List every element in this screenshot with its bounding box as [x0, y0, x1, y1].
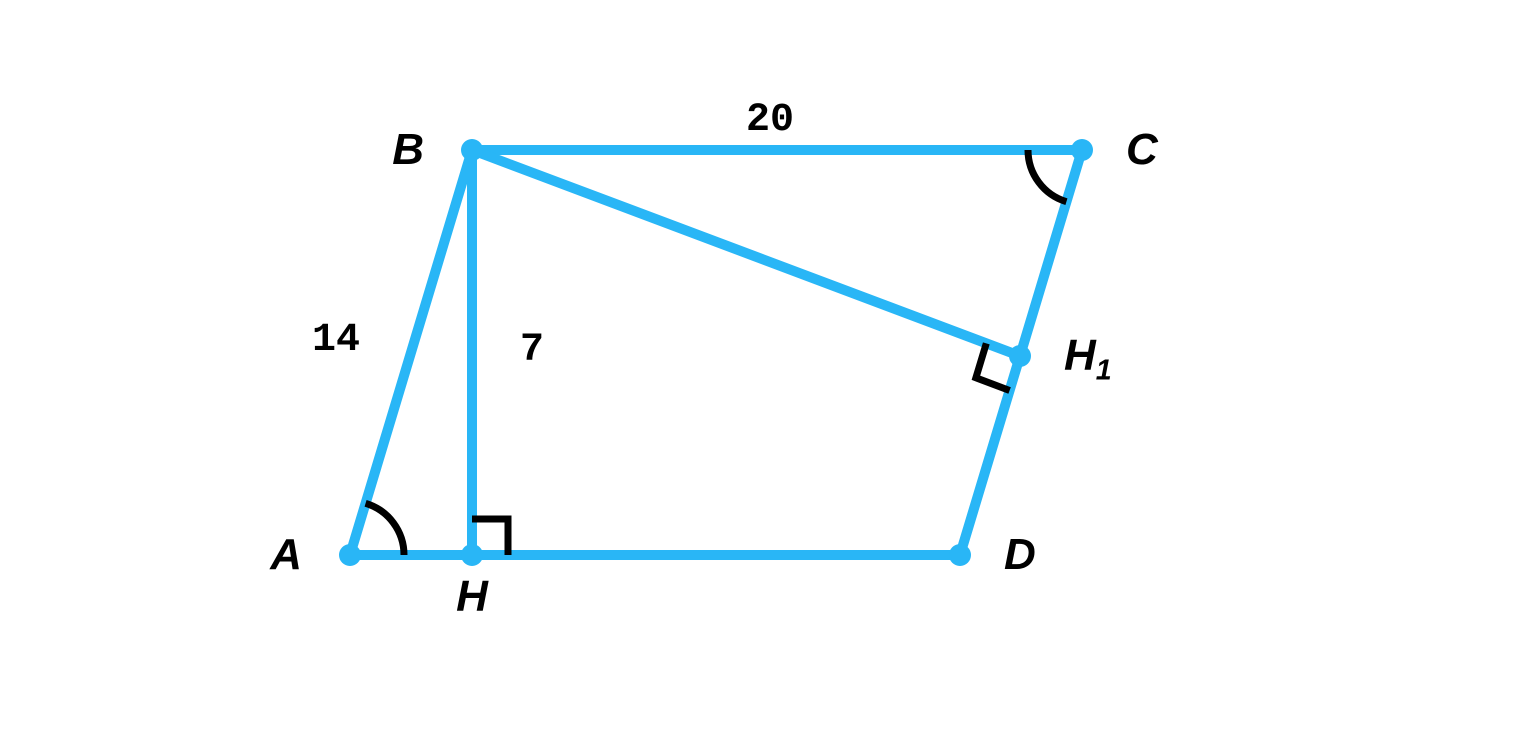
value-labels: 20 14 7: [312, 98, 794, 373]
value-AB: 14: [312, 318, 360, 363]
label-B: B: [392, 125, 424, 174]
right-angle-marks: [472, 343, 1010, 555]
value-BH: 7: [520, 328, 544, 373]
label-H: H: [456, 572, 489, 621]
label-A: A: [269, 530, 302, 579]
angle-arc-A: [366, 503, 404, 555]
edge-A-B: [350, 150, 472, 555]
value-BC: 20: [746, 98, 794, 143]
point-B: [461, 139, 483, 161]
edge-C-H1: [1020, 150, 1082, 356]
point-A: [339, 544, 361, 566]
point-C: [1071, 139, 1093, 161]
angle-arc-C: [1028, 150, 1066, 202]
label-C: C: [1126, 125, 1159, 174]
edge-B-H1: [472, 150, 1020, 356]
point-H: [461, 544, 483, 566]
point-D: [949, 544, 971, 566]
geometry-diagram: A B C D H H1 20 14 7: [0, 0, 1536, 729]
label-D: D: [1004, 530, 1036, 579]
point-H1: [1009, 345, 1031, 367]
label-H1: H1: [1064, 331, 1112, 387]
edges: [350, 150, 1082, 555]
